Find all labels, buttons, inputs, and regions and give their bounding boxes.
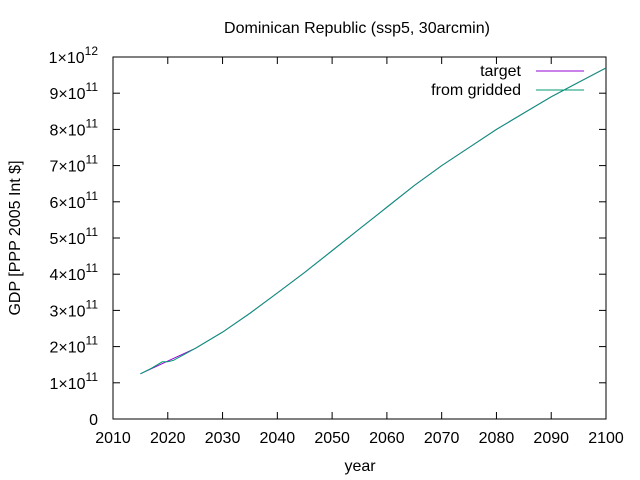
y-tick-exponent: 11 [86,116,99,130]
legend: target from gridded [431,63,584,99]
y-tick-label: 7×1011 [49,153,98,176]
y-axis: 0 1×1011 2×1011 3×1011 4×1011 5×1011 6×1011 7×1… [49,44,606,429]
y-tick-label: 8×1011 [49,116,98,139]
y-tick-label: 0 [89,412,98,429]
legend-label: from gridded [431,82,521,99]
y-tick-exponent: 11 [86,153,99,167]
x-tick-label: 2060 [369,430,405,447]
x-tick-label: 2030 [205,430,241,447]
x-axis: 2010 2020 2030 2040 2050 2060 2070 2080 2090 2100 [95,57,624,447]
x-tick-label: 2080 [479,430,515,447]
y-tick-exponent: 11 [86,225,99,239]
y-tick-exponent: 11 [86,261,99,275]
y-tick-exponent: 11 [86,334,99,348]
y-tick-label: 1×1012 [49,44,99,67]
y-tick-label: 6×1011 [49,189,98,212]
y-tick-label: 5×1011 [49,225,98,248]
x-tick-label: 2020 [150,430,186,447]
y-tick-label: 2×1011 [49,334,98,357]
x-tick-label: 2100 [588,430,624,447]
chart-title: Dominican Republic (ssp5, 30arcmin) [224,20,490,37]
x-axis-label: year [344,458,376,475]
y-tick-label: 3×1011 [49,297,98,320]
y-tick-exponent: 11 [86,297,99,311]
series-line-target [140,67,607,375]
x-tick-label: 2070 [424,430,460,447]
y-tick-exponent: 12 [85,44,99,58]
y-tick-label: 1×1011 [49,370,98,393]
x-tick-label: 2040 [260,430,296,447]
x-tick-label: 2090 [533,430,569,447]
y-tick-exponent: 11 [86,189,99,203]
legend-label: target [480,63,521,80]
y-tick-label: 9×1011 [49,80,98,103]
series-lines [140,67,607,375]
y-axis-label: GDP [PPP 2005 Int $] [7,160,24,315]
y-tick-exponent: 11 [86,370,99,384]
plot-border [112,56,607,420]
series-line-from-gridded [140,67,607,375]
x-tick-label: 2010 [95,430,131,447]
y-tick-exponent: 11 [86,80,99,94]
y-tick-label: 4×1011 [49,261,98,284]
x-tick-label: 2050 [314,430,350,447]
